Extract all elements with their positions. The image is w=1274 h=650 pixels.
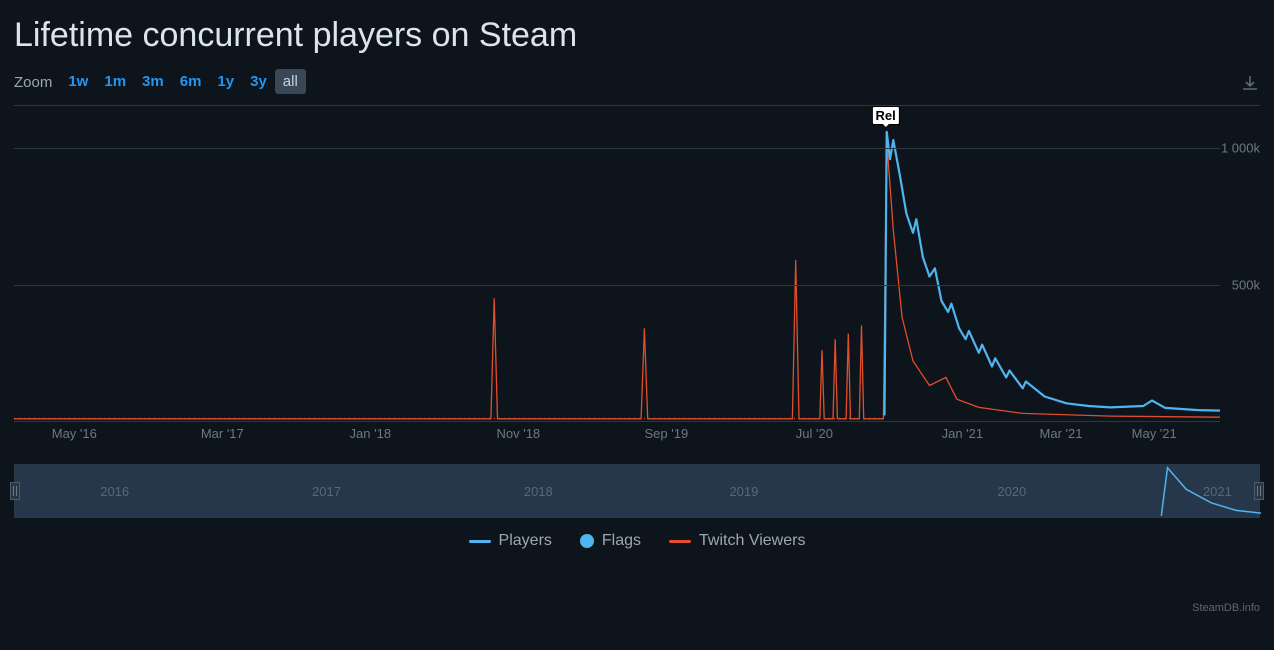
y-tick-label: 500k: [1232, 277, 1260, 292]
download-icon[interactable]: [1240, 73, 1260, 98]
x-tick-label: Jan '21: [942, 426, 984, 441]
legend-swatch: [580, 534, 594, 548]
zoom-all[interactable]: all: [275, 69, 306, 94]
navigator-svg: [15, 465, 1261, 519]
chart-panel: Lifetime concurrent players on Steam Zoo…: [0, 0, 1274, 650]
x-tick-label: Mar '17: [201, 426, 244, 441]
legend-swatch: [469, 540, 491, 543]
gridline: [14, 148, 1220, 149]
legend-label: Players: [499, 532, 552, 550]
legend-swatch: [669, 540, 691, 543]
navigator-tick: 2020: [997, 484, 1026, 499]
x-tick-label: Jul '20: [796, 426, 833, 441]
zoom-6m[interactable]: 6m: [172, 69, 210, 94]
x-tick-label: Nov '18: [496, 426, 540, 441]
x-tick-label: May '21: [1132, 426, 1177, 441]
gridline: [14, 285, 1220, 286]
zoom-3m[interactable]: 3m: [134, 69, 172, 94]
legend-item-twitch-viewers[interactable]: Twitch Viewers: [669, 532, 805, 550]
navigator-tick: 2017: [312, 484, 341, 499]
y-tick-label: 1 000k: [1221, 141, 1260, 156]
legend: Players Flags Twitch Viewers: [14, 532, 1260, 550]
legend-item-flags[interactable]: Flags: [580, 532, 641, 550]
legend-item-players[interactable]: Players: [469, 532, 552, 550]
x-tick-label: May '16: [52, 426, 97, 441]
x-tick-label: Mar '21: [1040, 426, 1083, 441]
legend-label: Flags: [602, 532, 641, 550]
release-flag[interactable]: Rel: [871, 106, 899, 125]
legend-label: Twitch Viewers: [699, 532, 805, 550]
zoom-1w[interactable]: 1w: [60, 69, 96, 94]
zoom-1m[interactable]: 1m: [96, 69, 134, 94]
navigator-tick: 2021: [1203, 484, 1232, 499]
zoom-3y[interactable]: 3y: [242, 69, 275, 94]
navigator-tick: 2016: [100, 484, 129, 499]
chart-svg: [14, 106, 1260, 423]
chart-title: Lifetime concurrent players on Steam: [14, 16, 1260, 55]
x-tick-label: Sep '19: [644, 426, 688, 441]
x-tick-label: Jan '18: [350, 426, 392, 441]
attribution: SteamDB.info: [1192, 602, 1260, 614]
players-series: [885, 132, 1221, 416]
chart-plot-area[interactable]: Rel 500k 1 000k: [14, 105, 1260, 420]
zoom-label: Zoom: [14, 74, 52, 91]
twitch-series: [14, 140, 1220, 419]
navigator-tick: 2019: [729, 484, 758, 499]
zoom-1y[interactable]: 1y: [209, 69, 242, 94]
zoom-controls: Zoom 1w1m3m6m1y3yall: [14, 73, 1260, 91]
navigator-tick: 2018: [524, 484, 553, 499]
range-navigator[interactable]: 2016 2017 2018 2019 2020 2021: [14, 464, 1260, 518]
x-axis-labels: May '16 Mar '17 Jan '18 Nov '18 Sep '19 Jul '…: [14, 420, 1260, 442]
